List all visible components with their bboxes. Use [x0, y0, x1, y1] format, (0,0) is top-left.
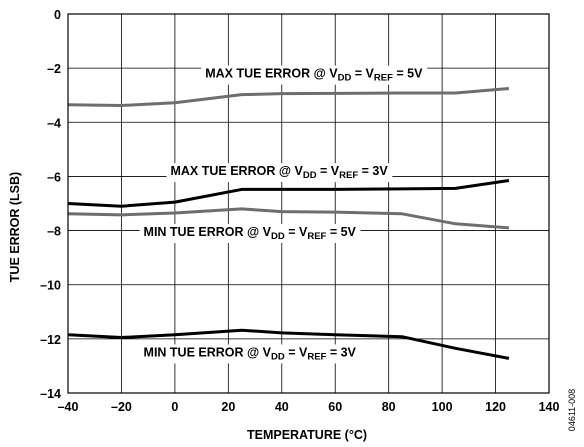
x-tick-label: –20 [111, 400, 132, 414]
x-tick-label: 80 [382, 400, 396, 414]
x-tick-label: 0 [171, 400, 178, 414]
series-line-4 [67, 328, 510, 360]
series-annotations: MAX TUE ERROR @ VDD = VREF = 5V MAX TUE E… [139, 65, 428, 364]
y-tick-label: –12 [40, 333, 61, 347]
plot-frame [67, 13, 550, 394]
x-tick-label: –40 [58, 400, 79, 414]
y-tick-label: –6 [47, 170, 61, 184]
series-annotation-1: MAX TUE ERROR @ VDD = VREF = 5V [205, 67, 423, 84]
x-tick-label: 20 [221, 400, 235, 414]
x-tick-label: 140 [539, 400, 560, 414]
x-tick-label: 120 [485, 400, 506, 414]
annotation-background [201, 65, 428, 85]
x-tick-label: 60 [328, 400, 342, 414]
series-annotation-2: MAX TUE ERROR @ VDD = VREF = 3V [170, 164, 388, 181]
series-line-2 [67, 179, 510, 208]
x-tick-label: 40 [275, 400, 289, 414]
series-line-1 [67, 86, 510, 108]
y-axis-label: TUE ERROR (LSB) [8, 172, 22, 282]
x-tick-label: 100 [432, 400, 453, 414]
y-tick-label: –2 [47, 62, 61, 76]
y-tick-label: –8 [47, 225, 61, 239]
y-tick-label: –4 [47, 116, 61, 130]
series-annotation-4: MIN TUE ERROR @ VDD = VREF = 3V [144, 345, 357, 362]
series-line-3 [67, 207, 510, 230]
y-tick-labels: 0 –2 –4 –6 –8 –10 –12 –14 [40, 8, 61, 401]
annotation-background [166, 163, 393, 183]
annotation-background [139, 344, 361, 364]
y-tick-label: –14 [40, 387, 61, 401]
figure-id: 04611-008 [567, 389, 577, 431]
y-tick-label: –10 [40, 279, 61, 293]
series-lines [67, 86, 510, 360]
annotation-background [139, 223, 361, 243]
x-axis-label: TEMPERATURE (°C) [247, 428, 367, 442]
series-annotation-3: MIN TUE ERROR @ VDD = VREF = 5V [144, 225, 357, 242]
x-tick-labels: –40 –20 0 20 40 60 80 100 120 140 [58, 400, 560, 414]
y-tick-label: 0 [54, 8, 61, 22]
